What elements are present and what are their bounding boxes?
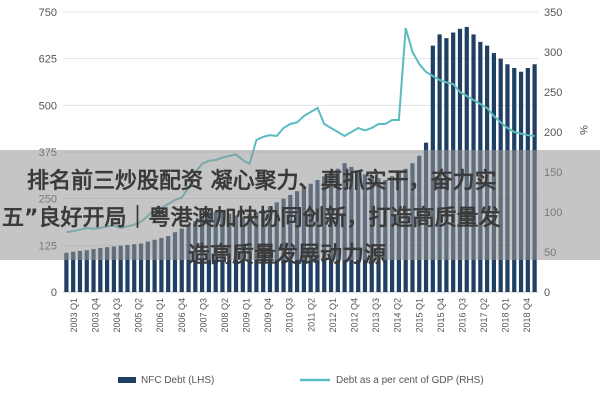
x-axis-ticks: 2003 Q1 2003 Q4 2004 Q3 2005 Q2 2006 Q1 2006 …: [69, 298, 532, 333]
x-tick-label: 2018 Q4: [522, 298, 532, 333]
legend-swatch-bars: [118, 377, 136, 383]
bar: [125, 244, 130, 292]
x-tick-label: 2012 Q4: [349, 298, 359, 333]
left-tick-label: 750: [39, 7, 57, 19]
x-tick-label: 2013 Q3: [371, 298, 381, 333]
bar: [152, 239, 157, 292]
x-tick-label: 2008 Q2: [220, 298, 230, 333]
bar: [105, 247, 110, 292]
x-tick-label: 2003 Q4: [90, 298, 100, 333]
right-tick-label: 200: [544, 127, 562, 139]
bar: [98, 247, 103, 292]
overlay-line-2: 五”良好开局｜粤港澳加快协同创新，打造高质量发: [2, 205, 501, 231]
right-tick-label: 350: [544, 7, 562, 19]
bar: [132, 244, 137, 292]
x-tick-label: 2018 Q1: [501, 298, 511, 333]
x-tick-label: 2015 Q4: [436, 298, 446, 333]
bar: [172, 232, 178, 292]
legend: NFC Debt (LHS) Debt as a per cent of GDP…: [118, 375, 484, 386]
left-tick-label: 0: [51, 287, 57, 299]
x-tick-label: 2005 Q2: [134, 298, 144, 333]
x-tick-label: 2015 Q1: [414, 298, 424, 333]
right-axis-title: %: [577, 125, 589, 135]
bar: [179, 228, 184, 292]
x-tick-label: 2009 Q1: [242, 298, 252, 333]
bar: [111, 246, 116, 292]
x-tick-label: 2009 Q4: [263, 298, 273, 333]
bar: [91, 249, 96, 292]
right-tick-label: 250: [544, 87, 562, 99]
right-tick-label: 300: [544, 47, 562, 59]
x-tick-label: 2016 Q3: [457, 298, 467, 333]
x-tick-label: 2012 Q1: [328, 298, 338, 333]
bar: [118, 245, 123, 292]
bar: [77, 250, 83, 292]
x-tick-label: 2006 Q1: [155, 298, 165, 333]
bar: [84, 250, 89, 292]
bar: [64, 252, 69, 292]
bar: [138, 243, 144, 292]
x-tick-label: 2017 Q2: [479, 298, 489, 333]
bar: [159, 237, 164, 292]
x-tick-label: 2007 Q3: [198, 298, 208, 333]
x-tick-label: 2011 Q2: [306, 298, 316, 332]
x-tick-label: 2006 Q4: [177, 298, 187, 333]
x-tick-label: 2004 Q3: [112, 298, 122, 333]
overlay-band: [0, 150, 600, 260]
legend-label-line: Debt as a per cent of GDP (RHS): [336, 375, 484, 386]
bar: [71, 251, 76, 292]
bar: [166, 236, 171, 292]
x-tick-label: 2010 Q3: [285, 298, 295, 333]
right-tick-label: 0: [544, 287, 550, 299]
legend-label-bars: NFC Debt (LHS): [141, 375, 214, 386]
overlay-line-1: 排名前三炒股配资 凝心聚力、真抓实干，奋力实: [27, 168, 497, 194]
overlay-line-3: 造高质量发展动力源: [188, 242, 386, 268]
left-tick-label: 625: [39, 54, 57, 66]
headline-overlay: 排名前三炒股配资 凝心聚力、真抓实干，奋力实 五”良好开局｜粤港澳加快协同创新，…: [0, 150, 600, 268]
left-tick-label: 500: [39, 100, 57, 112]
x-tick-label: 2003 Q1: [69, 298, 79, 333]
bar: [145, 241, 150, 292]
x-tick-label: 2014 Q2: [393, 298, 403, 333]
